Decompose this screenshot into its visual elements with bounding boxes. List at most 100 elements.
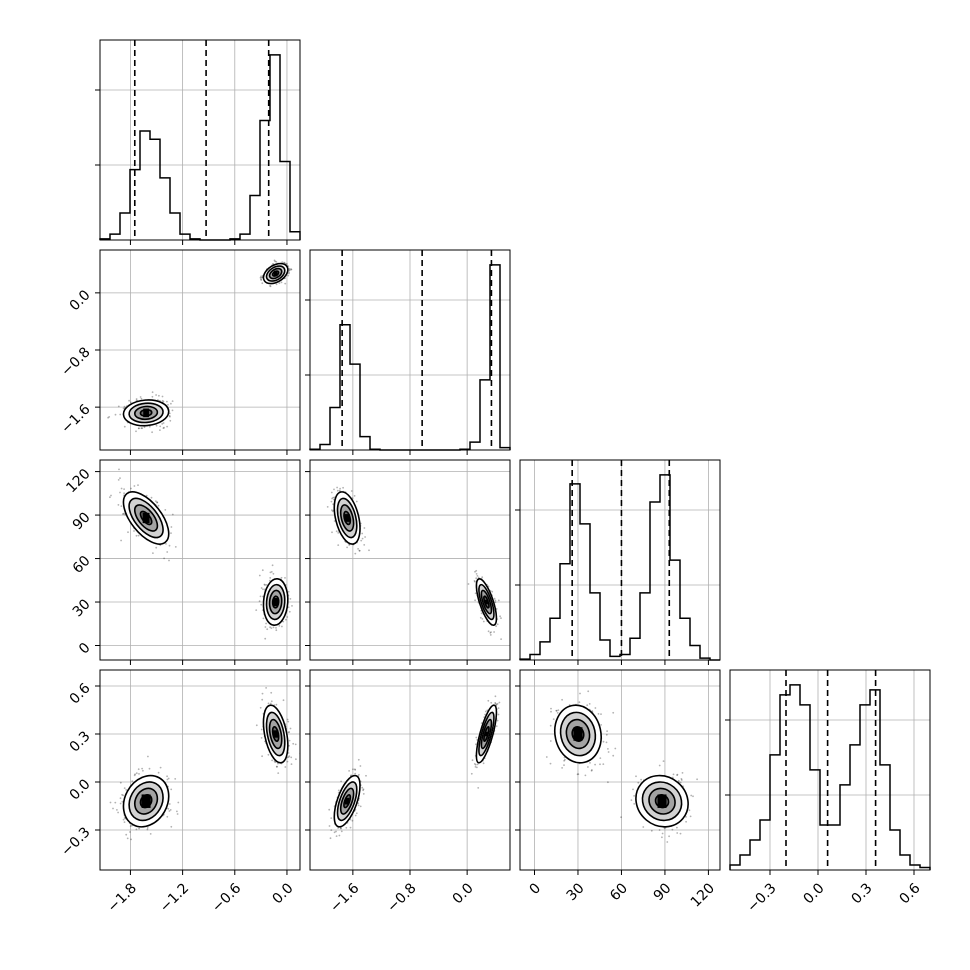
sample-point: [259, 276, 262, 279]
sample-point: [159, 425, 162, 428]
sample-point: [135, 534, 138, 537]
sample-point: [663, 827, 666, 830]
sample-point: [117, 479, 120, 481]
sample-point: [265, 687, 267, 689]
sample-point: [491, 590, 494, 593]
sample-point: [168, 559, 170, 562]
sample-point: [260, 275, 262, 278]
sample-point: [265, 584, 268, 586]
sample-point: [354, 552, 357, 555]
sample-point: [363, 527, 366, 529]
sample-point: [338, 834, 341, 837]
sample-point: [475, 577, 478, 580]
sample-point: [123, 405, 126, 408]
sample-point: [261, 755, 263, 758]
density-layer: [109, 687, 300, 841]
sample-point: [326, 506, 329, 508]
sample-point: [169, 419, 172, 422]
sample-point: [135, 828, 138, 831]
sample-point: [561, 767, 563, 769]
sample-point: [272, 263, 274, 265]
sample-point: [328, 808, 331, 811]
sample-point: [260, 603, 263, 606]
sample-point: [129, 831, 131, 833]
sample-point: [141, 427, 144, 430]
axes-frame: [729, 669, 931, 871]
sample-point: [584, 774, 587, 777]
sample-point: [489, 632, 492, 634]
sample-point: [280, 576, 283, 579]
sample-point: [479, 616, 482, 619]
sample-point: [345, 826, 348, 829]
sample-point: [661, 832, 664, 835]
sample-point: [119, 781, 122, 784]
sample-point: [333, 520, 336, 522]
y-tick-label: 30: [70, 596, 94, 620]
sample-point: [338, 489, 341, 492]
sample-point: [119, 491, 121, 494]
sample-point: [632, 788, 634, 791]
panel-2-0: 0 30 60 90 120: [63, 459, 301, 665]
sample-point: [589, 762, 591, 764]
sample-point: [642, 826, 645, 828]
sample-point: [273, 259, 276, 262]
sample-point: [128, 399, 131, 402]
sample-point: [348, 544, 351, 546]
sample-point: [122, 512, 125, 515]
sample-point: [169, 415, 171, 418]
sample-point: [339, 487, 341, 490]
sample-point: [498, 701, 501, 704]
sample-point: [620, 816, 622, 819]
sample-point: [151, 395, 154, 398]
sample-point: [362, 788, 365, 791]
sample-point: [637, 781, 640, 784]
density-peak: [484, 599, 488, 605]
sample-point: [135, 772, 138, 775]
sample-point: [157, 504, 160, 507]
sample-point: [330, 500, 333, 503]
sample-point: [119, 797, 122, 800]
sample-point: [676, 826, 678, 829]
sample-point: [167, 807, 170, 810]
sample-point: [261, 282, 264, 285]
sample-point: [476, 575, 479, 577]
sample-point: [259, 706, 262, 709]
sample-point: [168, 803, 171, 805]
density-peak: [272, 597, 279, 607]
sample-point: [270, 700, 273, 703]
x-tick-label: 0.0: [450, 880, 477, 907]
sample-point: [354, 769, 357, 771]
sample-point: [362, 789, 364, 792]
sample-point: [361, 537, 364, 540]
sample-point: [286, 616, 289, 618]
sample-point: [161, 399, 164, 402]
sample-point: [119, 802, 122, 805]
sample-point: [494, 601, 497, 604]
sample-point: [484, 710, 487, 713]
sample-point: [123, 492, 125, 495]
sample-point: [467, 583, 470, 585]
sample-point: [650, 829, 653, 832]
sample-point: [157, 771, 160, 774]
sample-point: [265, 622, 267, 625]
sample-point: [285, 618, 287, 621]
density-layer: [545, 690, 698, 843]
sample-point: [137, 484, 139, 486]
sample-point: [329, 837, 332, 840]
sample-point: [357, 548, 359, 550]
sample-point: [276, 765, 278, 768]
sample-point: [114, 413, 117, 416]
sample-point: [680, 778, 683, 780]
sample-point: [590, 769, 593, 772]
sample-point: [696, 778, 698, 781]
sample-point: [166, 775, 169, 778]
sample-point: [255, 609, 258, 611]
sample-point: [262, 617, 265, 620]
sample-point: [331, 531, 333, 534]
sample-point: [164, 509, 167, 511]
sample-point: [281, 261, 284, 264]
sample-point: [288, 272, 290, 275]
sample-point: [346, 546, 348, 549]
sample-point: [594, 707, 597, 709]
